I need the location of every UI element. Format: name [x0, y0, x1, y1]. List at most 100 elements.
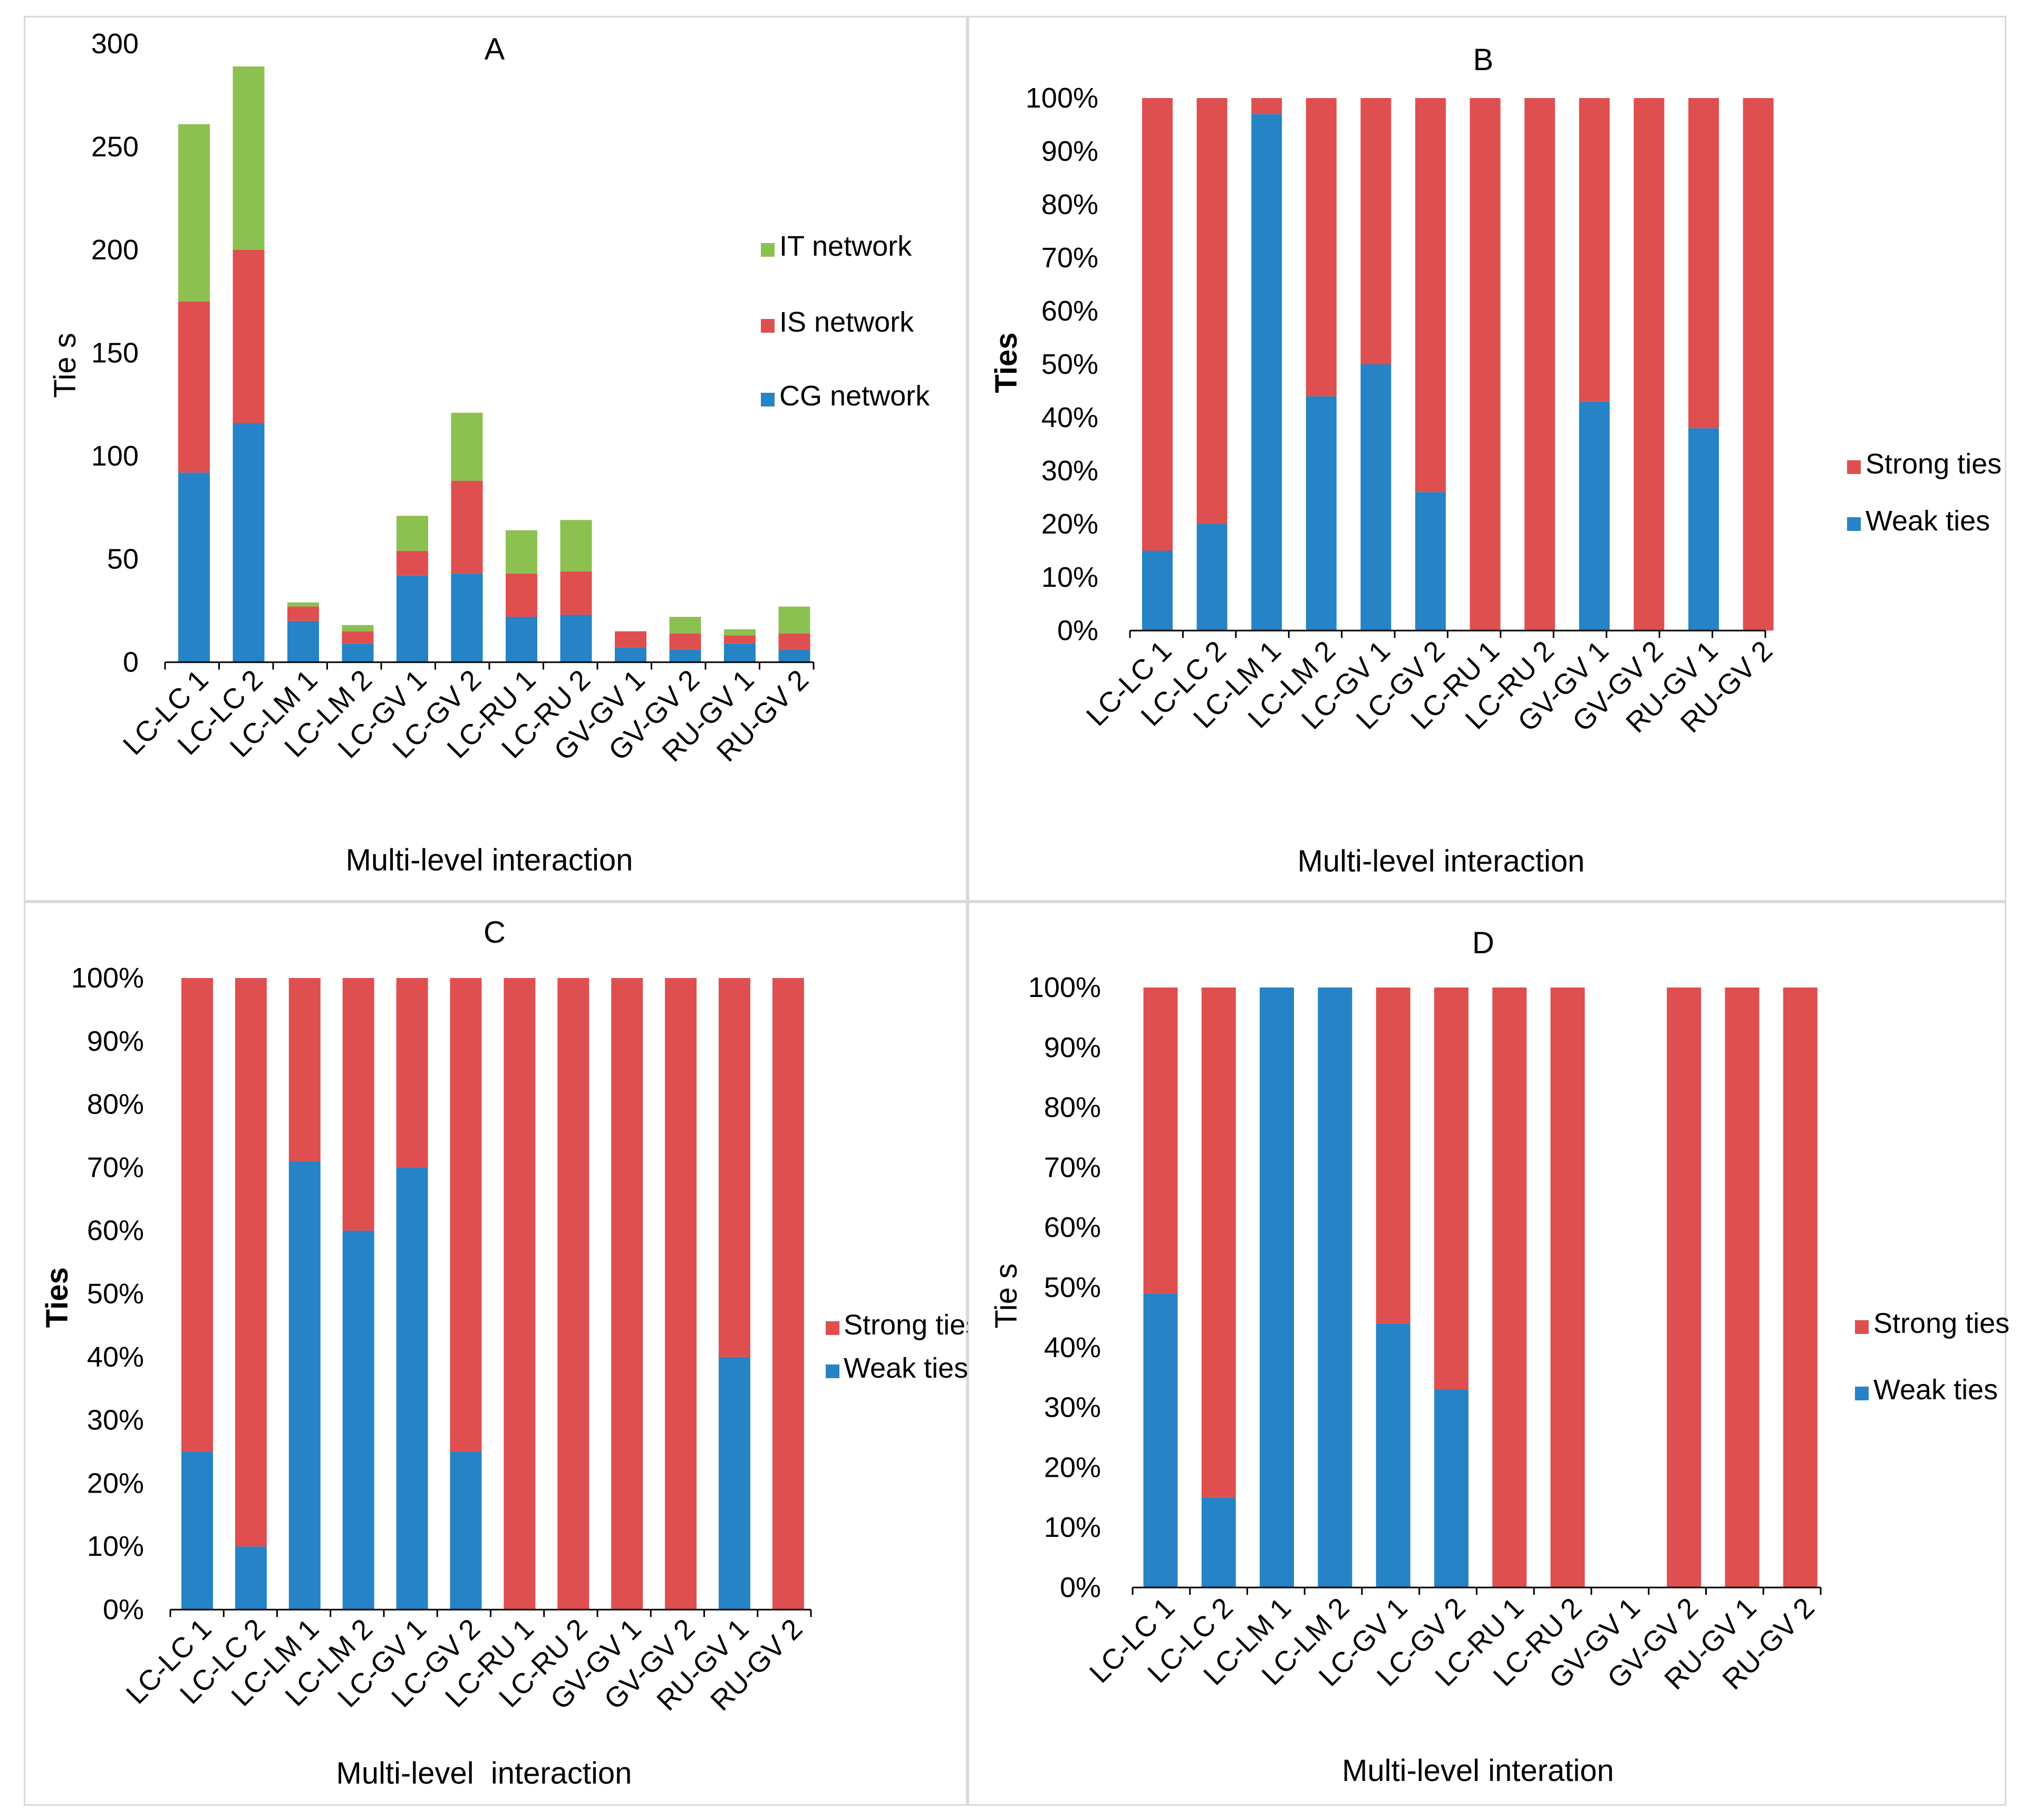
y-tick-label: 60%	[1041, 295, 1098, 327]
y-tick-label: 90%	[1044, 1032, 1101, 1063]
bar-it-network	[178, 124, 210, 302]
y-tick-label: 60%	[1044, 1212, 1101, 1243]
bar-it-network	[287, 602, 319, 607]
y-tick-label: 40%	[87, 1341, 144, 1373]
legend: IT network IS network CG network	[761, 230, 930, 412]
bar-strong-ties	[1196, 98, 1228, 524]
bar-cg-network	[778, 650, 810, 662]
y-tick-label: 30%	[87, 1405, 144, 1436]
y-tick-label: 10%	[1044, 1512, 1101, 1543]
legend-label-strong: Strong ties	[844, 1309, 980, 1341]
chart-title: A	[485, 32, 505, 66]
legend-swatch-strong	[1847, 460, 1861, 474]
bar-weak-ties	[288, 1161, 321, 1610]
bar-cg-network	[669, 650, 701, 662]
legend-swatch-it	[761, 243, 775, 257]
chart-b: B Ties Multi-level interaction Strong ti…	[989, 43, 2002, 878]
bar-it-network	[778, 606, 810, 634]
bar-strong-ties	[1524, 98, 1555, 631]
bar-weak-ties	[1415, 492, 1446, 631]
bar-strong-ties	[1550, 988, 1585, 1587]
y-tick-label: 70%	[87, 1151, 144, 1183]
bar-is-network	[615, 631, 646, 648]
bar-cg-network	[287, 621, 319, 662]
y-tick-label: 20%	[87, 1467, 144, 1499]
bar-it-network	[397, 516, 428, 551]
legend-swatch-weak	[1847, 517, 1861, 531]
bar-is-network	[724, 635, 756, 644]
legend-swatch-strong	[1855, 1320, 1869, 1334]
bar-is-network	[669, 633, 701, 650]
bar-weak-ties	[1196, 524, 1228, 631]
bar-it-network	[342, 625, 374, 632]
y-tick-label: 30%	[1044, 1392, 1101, 1424]
bar-weak-ties	[1318, 988, 1352, 1587]
bar-strong-ties	[1251, 98, 1282, 114]
bar-strong-ties	[1306, 98, 1337, 396]
bar-strong-ties	[235, 978, 267, 1547]
y-tick-label: 150	[91, 337, 139, 369]
bar-strong-ties	[288, 978, 321, 1161]
bar-strong-ties	[772, 978, 804, 1610]
bar-weak-ties	[1306, 396, 1337, 631]
panel-a: A Tie s Multi-level interaction IT netwo…	[24, 16, 968, 902]
bar-is-network	[397, 550, 428, 576]
y-tick-label: 40%	[1044, 1332, 1101, 1363]
bar-strong-ties	[1143, 988, 1178, 1294]
legend-label-weak: Weak ties	[1866, 505, 1990, 537]
bar-weak-ties	[1142, 550, 1173, 631]
bar-cg-network	[560, 615, 592, 662]
bar-weak-ties	[1143, 1293, 1178, 1587]
y-tick-label: 100%	[71, 962, 144, 994]
panel-c: C Ties Multi-level interaction Strong ti…	[24, 902, 980, 1806]
y-tick-label: 200	[91, 234, 139, 266]
y-axis-label: Ties	[40, 1267, 74, 1328]
bar-cg-network	[342, 643, 374, 662]
chart-c: C Ties Multi-level interaction Strong ti…	[40, 915, 980, 1790]
bar-cg-network	[233, 423, 265, 662]
bar-is-network	[233, 250, 265, 423]
bar-strong-ties	[504, 978, 536, 1610]
bar-weak-ties	[235, 1546, 267, 1610]
legend: Strong ties Weak ties	[1855, 1308, 2009, 1406]
bar-strong-ties	[1470, 98, 1501, 631]
bar-weak-ties	[396, 1167, 428, 1610]
bar-cg-network	[397, 575, 428, 662]
bar-it-network	[233, 66, 265, 250]
legend-label-weak: Weak ties	[844, 1352, 968, 1384]
bar-cg-network	[451, 573, 483, 662]
y-tick-label: 50%	[1044, 1272, 1101, 1303]
bar-cg-network	[506, 616, 537, 662]
y-tick-label: 80%	[1041, 189, 1098, 220]
bar-strong-ties	[1360, 98, 1391, 364]
bar-weak-ties	[1376, 1323, 1410, 1587]
y-tick-label: 50%	[87, 1278, 144, 1310]
bar-weak-ties	[450, 1451, 482, 1610]
bar-strong-ties	[1579, 98, 1610, 402]
bar-weak-ties	[1360, 364, 1391, 631]
y-tick-label: 10%	[87, 1531, 144, 1562]
legend-label-is: IS network	[779, 306, 914, 338]
bar-weak-ties	[719, 1357, 750, 1610]
y-tick-label: 70%	[1041, 242, 1098, 274]
bar-strong-ties	[1492, 988, 1527, 1587]
y-tick-label: 50	[107, 544, 139, 575]
legend: Strong ties Weak ties	[1847, 448, 2002, 537]
bar-is-network	[560, 571, 592, 615]
bar-strong-ties	[1634, 98, 1665, 631]
y-tick-label: 0%	[1057, 615, 1098, 646]
bar-weak-ties	[181, 1451, 213, 1610]
plot-area: 0%10%20%30%40%50%60%70%80%90%100%LC-LC 1…	[71, 962, 812, 1717]
bar-strong-ties	[1743, 98, 1774, 631]
bar-is-network	[287, 606, 319, 621]
bar-strong-ties	[1415, 98, 1446, 492]
y-tick-label: 20%	[1041, 508, 1098, 540]
y-tick-label: 50%	[1041, 348, 1098, 380]
panel-b: B Ties Multi-level interaction Strong ti…	[968, 16, 2006, 902]
x-axis-label: Multi-level interaction	[346, 843, 633, 877]
legend-label-it: IT network	[779, 230, 912, 262]
bar-weak-ties	[1688, 428, 1719, 631]
x-axis-label: Multi-level interation	[1342, 1754, 1614, 1788]
y-tick-label: 250	[91, 131, 139, 163]
bar-strong-ties	[719, 978, 750, 1357]
